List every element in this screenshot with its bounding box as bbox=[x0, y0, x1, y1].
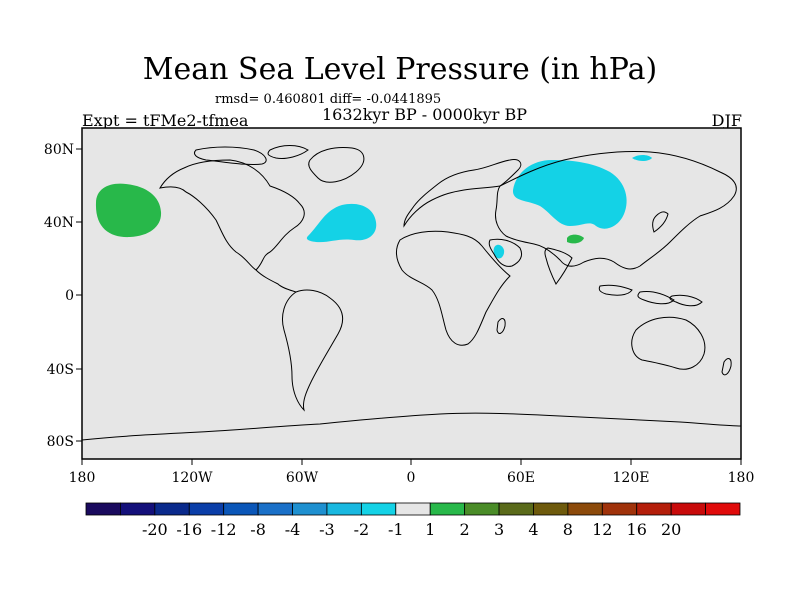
x-tick-120w: 120W bbox=[171, 470, 213, 486]
colorbar-swatch bbox=[429, 502, 466, 516]
colorbar-label: 4 bbox=[528, 520, 538, 539]
x-tick-60w: 60W bbox=[286, 470, 319, 486]
x-tick-0: 0 bbox=[407, 470, 416, 486]
colorbar-swatch bbox=[498, 502, 534, 516]
colorbar-label: 3 bbox=[494, 520, 504, 539]
colorbar-label: 12 bbox=[592, 520, 612, 539]
colorbar-label: -8 bbox=[250, 520, 266, 539]
colorbar-swatch bbox=[601, 502, 638, 516]
colorbar-labels: -20 -16 -12 -8 -4 -3 -2 -1 1 2 3 4 8 12 16 20 bbox=[142, 520, 681, 539]
anomaly-arabia bbox=[493, 244, 505, 259]
anomaly-siberia bbox=[512, 160, 627, 229]
anomaly-north-atlantic bbox=[306, 203, 377, 243]
period-label: 1632kyr BP - 0000kyr BP bbox=[322, 105, 527, 124]
x-tick-180e: 180 bbox=[728, 470, 755, 486]
colorbar-swatch bbox=[223, 502, 259, 516]
experiment-label: Expt = tFMe2-tfmea bbox=[82, 111, 249, 130]
colorbar-swatch bbox=[257, 502, 293, 516]
y-tick-40s: 40S bbox=[47, 362, 74, 378]
colorbar-label: 20 bbox=[661, 520, 681, 539]
ocean-background bbox=[82, 128, 741, 459]
colorbar bbox=[85, 502, 741, 516]
colorbar-swatch bbox=[360, 502, 397, 516]
y-tick-80s: 80S bbox=[47, 434, 74, 450]
anomaly-tibet bbox=[567, 234, 584, 244]
colorbar-label: 8 bbox=[563, 520, 573, 539]
colorbar-swatch bbox=[85, 502, 121, 516]
x-tick-60e: 60E bbox=[507, 470, 535, 486]
x-tick-180w: 180 bbox=[69, 470, 96, 486]
coastlines bbox=[81, 145, 742, 460]
colorbar-swatch bbox=[705, 502, 741, 516]
colorbar-swatch bbox=[120, 502, 156, 516]
colorbar-swatch bbox=[154, 502, 190, 516]
stats-label: rmsd= 0.460801 diff= -0.0441895 bbox=[215, 92, 442, 107]
colorbar-swatch bbox=[533, 502, 569, 516]
anomaly-siberia-north bbox=[632, 155, 652, 161]
colorbar-swatch bbox=[395, 502, 431, 516]
colorbar-swatch bbox=[188, 502, 225, 516]
anomaly-north-pacific bbox=[95, 183, 162, 238]
colorbar-swatch bbox=[636, 502, 672, 516]
colorbar-label: -2 bbox=[354, 520, 370, 539]
colorbar-label: -1 bbox=[388, 520, 404, 539]
colorbar-label: -20 bbox=[142, 520, 168, 539]
colorbar-label: -12 bbox=[211, 520, 237, 539]
x-tick-120e: 120E bbox=[613, 470, 650, 486]
colorbar-label: -4 bbox=[285, 520, 301, 539]
colorbar-label: -16 bbox=[176, 520, 202, 539]
colorbar-swatch bbox=[670, 502, 706, 516]
y-tick-40n: 40N bbox=[44, 215, 74, 231]
colorbar-swatch bbox=[464, 502, 500, 516]
colorbar-label: -3 bbox=[319, 520, 335, 539]
y-tick-0: 0 bbox=[65, 288, 74, 304]
colorbar-label: 16 bbox=[627, 520, 647, 539]
season-label: DJF bbox=[711, 111, 742, 130]
colorbar-swatch bbox=[567, 502, 603, 516]
colorbar-label: 2 bbox=[460, 520, 470, 539]
chart-title: Mean Sea Level Pressure (in hPa) bbox=[142, 52, 658, 87]
colorbar-label: 1 bbox=[425, 520, 435, 539]
colorbar-swatch bbox=[292, 502, 328, 516]
y-tick-80n: 80N bbox=[44, 142, 74, 158]
colorbar-swatch bbox=[326, 502, 362, 516]
